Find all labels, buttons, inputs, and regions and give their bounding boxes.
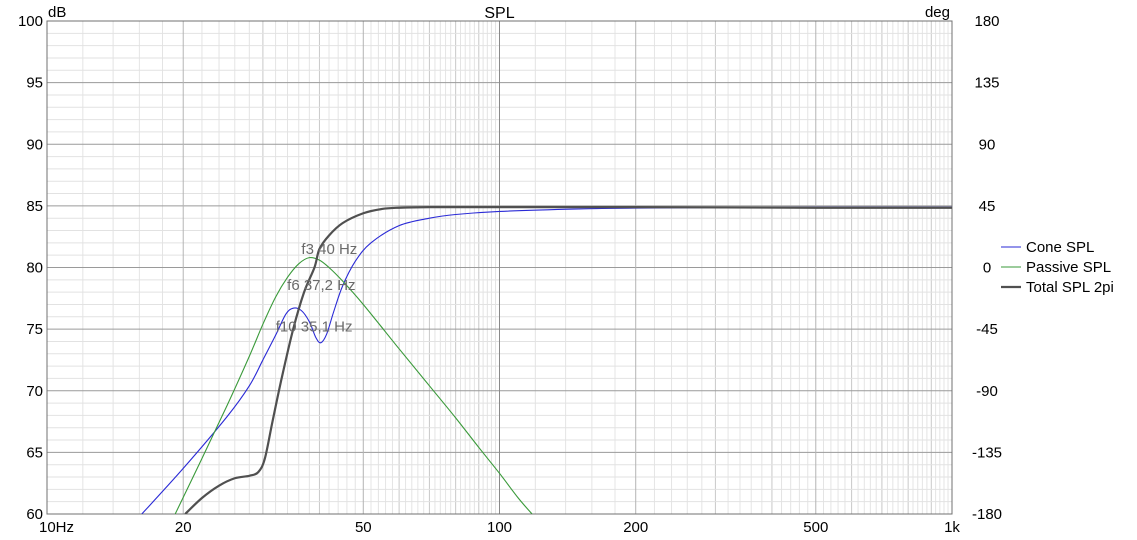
x-tick-label: 10Hz [39, 519, 74, 535]
series-layer [141, 205, 952, 514]
y2-tick-label: 90 [979, 136, 996, 153]
y2-tick-label: 135 [974, 75, 999, 92]
series-line-cone-spl [141, 206, 952, 514]
annotation-layer: f3 40 Hz f6 37,2 Hz f10 35,1 Hz [276, 241, 358, 336]
series-line-total-spl-2pi [184, 205, 952, 514]
chart-title: SPL [484, 5, 514, 22]
plot-frame [46, 20, 953, 515]
y-tick-label: 80 [26, 260, 43, 277]
y-axis-unit-left: dB [48, 4, 66, 21]
x-tick-label: 1k [944, 519, 960, 535]
y2-tick-label: 0 [983, 260, 991, 277]
annotation-label: f10 35,1 Hz [276, 319, 353, 336]
x-tick-label: 50 [355, 519, 372, 535]
y-tick-label: 100 [18, 13, 43, 30]
axis-layer: SPL dB deg 60 65 70 75 80 85 90 95 100 -180 -135 -9… [18, 4, 1002, 536]
series-line-passive-spl [174, 256, 533, 514]
y-tick-label: 75 [26, 321, 43, 338]
y-axis-unit-right: deg [925, 4, 950, 21]
y2-tick-label: -135 [972, 444, 1002, 461]
y-tick-label: 65 [26, 444, 43, 461]
y2-tick-label: 45 [979, 198, 996, 215]
annotation-label: f6 37,2 Hz [287, 277, 355, 294]
y2-tick-label: 180 [974, 13, 999, 30]
y-tick-label: 60 [26, 506, 43, 523]
y-tick-label: 70 [26, 383, 43, 400]
x-tick-label: 20 [175, 519, 192, 535]
major-grid [46, 20, 953, 515]
y-tick-label: 95 [26, 75, 43, 92]
legend-label: Cone SPL [1026, 239, 1094, 256]
y-tick-label: 90 [26, 136, 43, 153]
annotation-label: f3 40 Hz [301, 241, 357, 258]
x-tick-label: 200 [623, 519, 648, 535]
x-tick-label: 100 [487, 519, 512, 535]
legend: Cone SPL Passive SPL Total SPL 2pi [1001, 239, 1114, 296]
y2-tick-label: -180 [972, 506, 1002, 523]
legend-label: Total SPL 2pi [1026, 279, 1114, 296]
x-tick-label: 500 [803, 519, 828, 535]
y-tick-label: 85 [26, 198, 43, 215]
y2-tick-label: -45 [976, 321, 998, 338]
legend-label: Passive SPL [1026, 259, 1111, 276]
y2-tick-label: -90 [976, 383, 998, 400]
